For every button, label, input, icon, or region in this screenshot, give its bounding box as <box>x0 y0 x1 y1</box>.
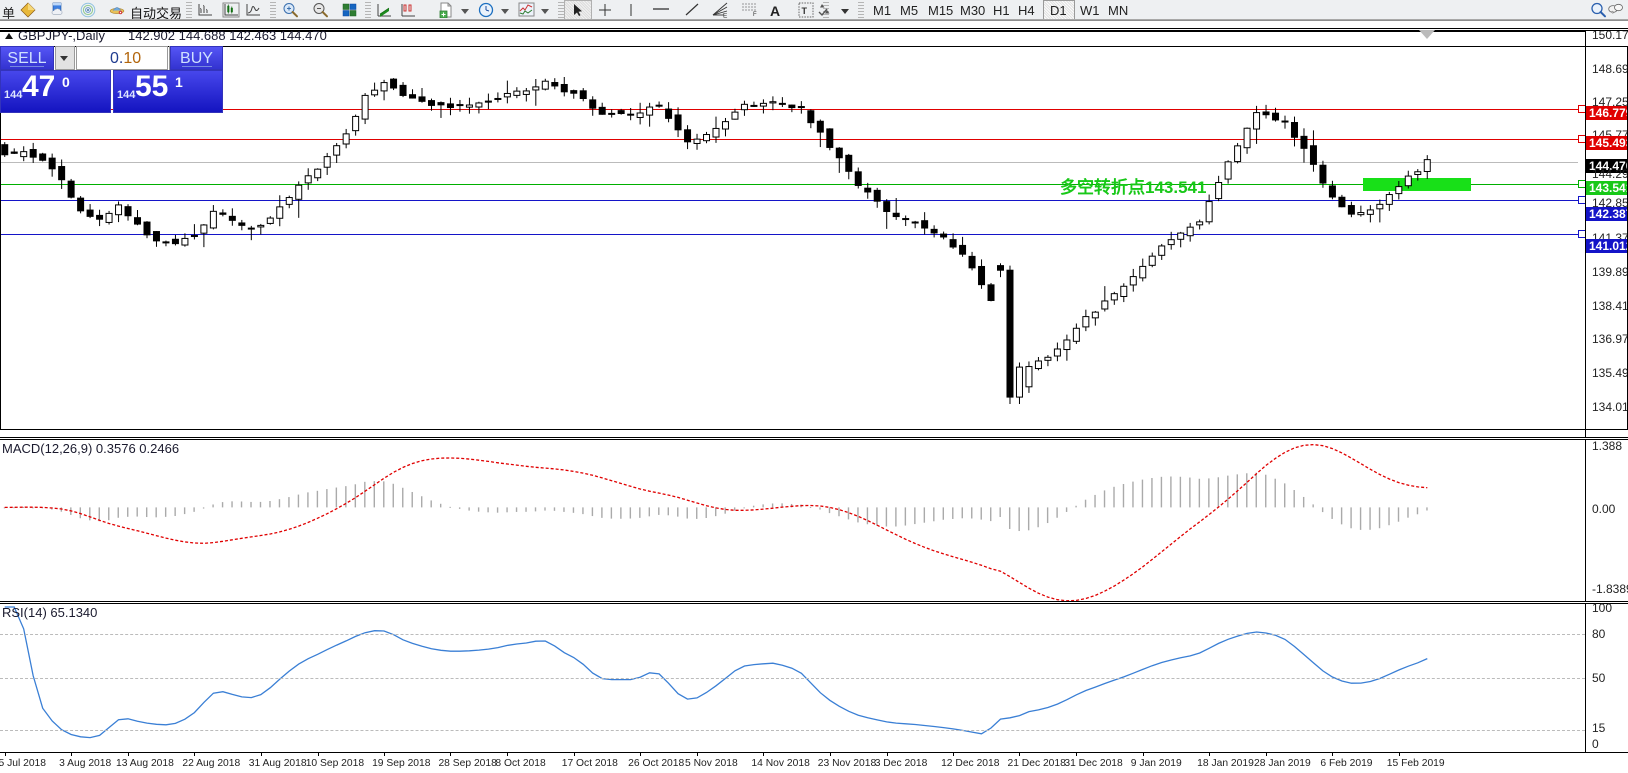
svg-text:F: F <box>753 12 757 17</box>
svg-text:E: E <box>723 13 728 19</box>
svg-text:T: T <box>802 6 808 16</box>
